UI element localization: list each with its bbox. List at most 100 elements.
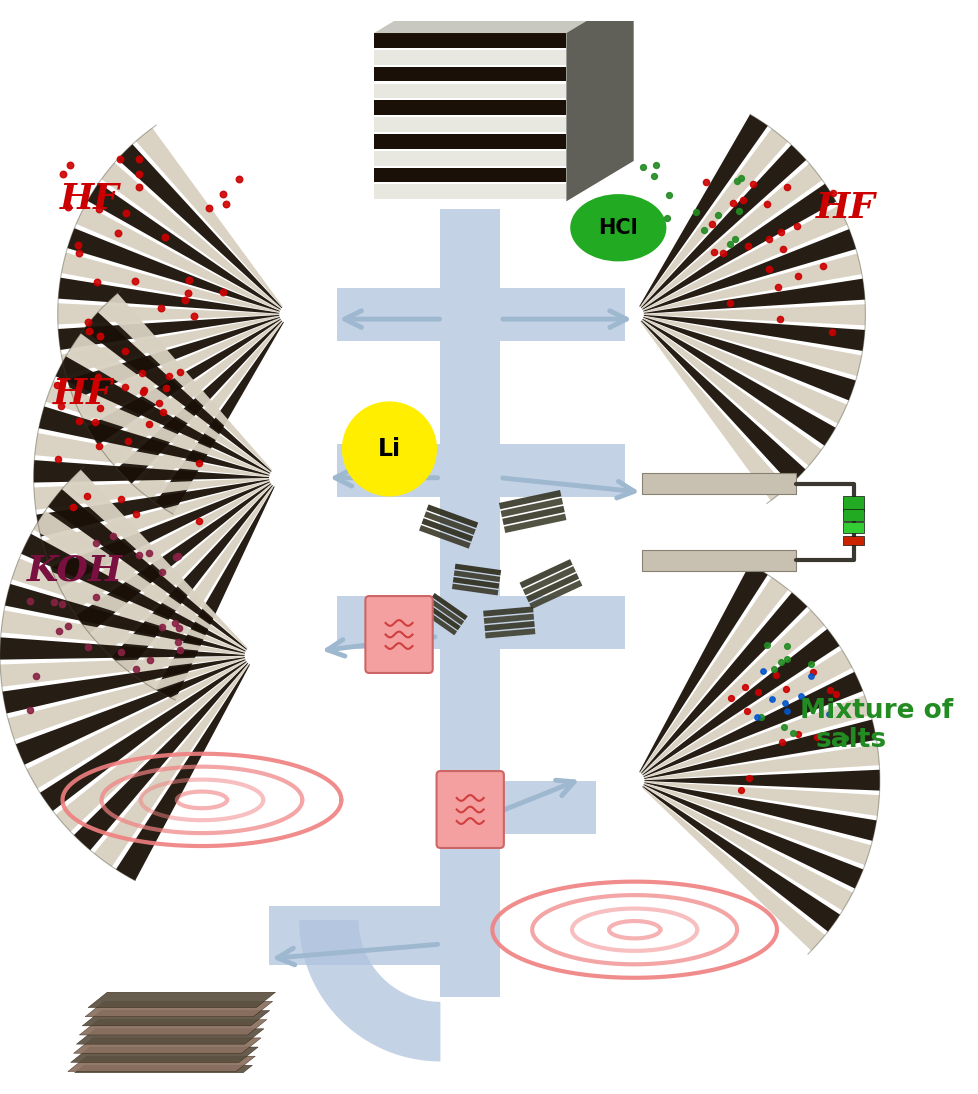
- Point: [836, 730, 852, 747]
- Point: [768, 666, 783, 684]
- Point: [774, 733, 789, 750]
- Point: [154, 618, 169, 636]
- Circle shape: [343, 403, 435, 496]
- Wedge shape: [643, 318, 846, 423]
- Wedge shape: [644, 304, 865, 325]
- Point: [764, 690, 779, 708]
- Point: [734, 191, 750, 209]
- Point: [119, 432, 135, 450]
- Wedge shape: [102, 163, 282, 309]
- Point: [55, 165, 70, 183]
- Wedge shape: [644, 770, 879, 791]
- Wedge shape: [644, 782, 875, 841]
- Wedge shape: [26, 660, 245, 789]
- Polygon shape: [82, 1011, 270, 1026]
- Point: [134, 364, 150, 382]
- Point: [214, 186, 230, 203]
- Point: [80, 313, 96, 330]
- Polygon shape: [566, 0, 633, 201]
- Point: [117, 342, 133, 360]
- Wedge shape: [68, 334, 271, 473]
- Point: [773, 223, 788, 241]
- Wedge shape: [641, 319, 821, 466]
- Point: [770, 278, 785, 295]
- Wedge shape: [8, 659, 244, 740]
- Ellipse shape: [569, 194, 666, 261]
- Point: [802, 654, 818, 672]
- Wedge shape: [640, 322, 786, 501]
- Point: [172, 641, 188, 659]
- Wedge shape: [83, 312, 271, 472]
- Bar: [500, 498, 562, 517]
- Polygon shape: [67, 1056, 255, 1071]
- Wedge shape: [643, 650, 852, 776]
- Wedge shape: [111, 485, 273, 672]
- Point: [156, 229, 172, 246]
- Point: [725, 195, 740, 212]
- Point: [688, 203, 703, 221]
- Point: [739, 237, 755, 255]
- Text: HF: HF: [60, 182, 119, 216]
- Point: [131, 166, 147, 184]
- Wedge shape: [16, 660, 245, 765]
- Point: [765, 661, 780, 678]
- Point: [180, 284, 196, 302]
- Point: [714, 244, 730, 261]
- Wedge shape: [639, 565, 767, 772]
- Point: [758, 637, 774, 654]
- Bar: [500, 596, 624, 649]
- Bar: [423, 511, 475, 535]
- Wedge shape: [643, 316, 861, 376]
- Point: [750, 683, 766, 700]
- Point: [93, 399, 109, 417]
- Wedge shape: [644, 696, 870, 778]
- Point: [181, 271, 197, 289]
- Bar: [269, 906, 440, 965]
- Point: [142, 415, 157, 432]
- Point: [128, 504, 144, 522]
- Wedge shape: [641, 609, 823, 775]
- Wedge shape: [58, 315, 279, 350]
- Point: [105, 527, 120, 545]
- Point: [151, 394, 166, 411]
- Bar: [374, 101, 566, 115]
- Wedge shape: [643, 784, 863, 888]
- Bar: [500, 781, 596, 834]
- Bar: [374, 50, 566, 65]
- Point: [647, 156, 663, 174]
- Wedge shape: [640, 128, 787, 307]
- Point: [722, 294, 737, 312]
- Point: [218, 196, 234, 213]
- Wedge shape: [644, 720, 875, 779]
- Bar: [842, 536, 864, 545]
- Bar: [642, 473, 795, 494]
- Point: [112, 490, 128, 508]
- Point: [167, 614, 183, 631]
- Text: HF: HF: [53, 376, 112, 410]
- Point: [89, 274, 105, 291]
- Point: [821, 706, 836, 723]
- Wedge shape: [643, 317, 855, 400]
- Point: [54, 397, 69, 415]
- Wedge shape: [48, 489, 246, 650]
- Point: [131, 150, 147, 167]
- Wedge shape: [643, 254, 861, 313]
- Polygon shape: [73, 1038, 261, 1054]
- Wedge shape: [644, 744, 878, 780]
- Point: [79, 488, 95, 505]
- Bar: [500, 444, 624, 497]
- Bar: [431, 593, 467, 620]
- Wedge shape: [643, 672, 862, 777]
- Point: [60, 198, 75, 216]
- Wedge shape: [644, 783, 870, 865]
- Wedge shape: [643, 206, 847, 311]
- Point: [697, 173, 713, 190]
- Wedge shape: [101, 293, 272, 472]
- Point: [192, 454, 207, 472]
- Wedge shape: [75, 318, 280, 423]
- Bar: [374, 67, 566, 81]
- Text: Li: Li: [378, 437, 401, 461]
- Wedge shape: [156, 322, 284, 514]
- Point: [191, 512, 206, 529]
- Point: [46, 593, 62, 610]
